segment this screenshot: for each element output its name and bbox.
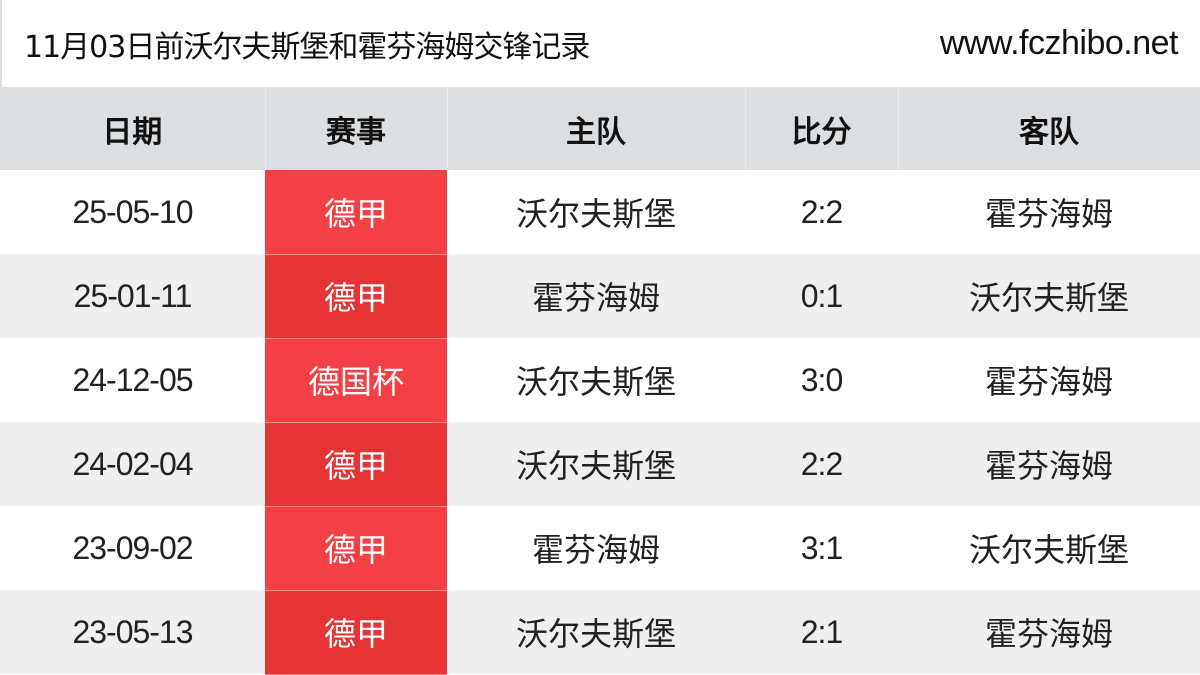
competition-cell: 德甲	[265, 170, 447, 255]
home-team-cell: 沃尔夫斯堡	[447, 422, 745, 506]
table-row: 23-05-13 德甲 沃尔夫斯堡 2:1 霍芬海姆	[0, 590, 1200, 675]
score-cell: 2:2	[745, 422, 898, 506]
page-title: 11月03日前沃尔夫斯堡和霍芬海姆交锋记录	[24, 29, 590, 65]
table-row: 25-05-10 德甲 沃尔夫斯堡 2:2 霍芬海姆	[0, 170, 1200, 255]
home-team-cell: 霍芬海姆	[531, 531, 660, 569]
competition-cell: 德甲	[265, 506, 447, 591]
home-team-cell: 霍芬海姆	[447, 254, 745, 338]
score-cell: 2:2	[800, 193, 843, 230]
date-cell: 24-02-04	[0, 422, 265, 506]
competition-cell: 德甲	[265, 590, 447, 675]
away-team-cell: 沃尔夫斯堡	[898, 254, 1200, 338]
away-team-cell: 霍芬海姆	[984, 363, 1113, 401]
col-competition: 赛事	[265, 87, 448, 170]
site-url: www.fczhibo.net	[939, 24, 1179, 62]
table-row: 24-02-04 德甲 沃尔夫斯堡 2:2 霍芬海姆	[0, 422, 1200, 507]
table-row: 24-12-05 德国杯 沃尔夫斯堡 3:0 霍芬海姆	[0, 338, 1200, 423]
away-team-cell: 霍芬海姆	[984, 195, 1113, 233]
away-team-cell: 霍芬海姆	[898, 422, 1200, 506]
away-team-cell: 霍芬海姆	[898, 590, 1200, 674]
col-away: 客队	[898, 87, 1200, 170]
date-cell: 24-12-05	[72, 361, 193, 398]
competition-cell: 德国杯	[265, 338, 447, 423]
competition-cell: 德甲	[265, 254, 447, 339]
score-cell: 3:1	[800, 529, 843, 566]
home-team-cell: 沃尔夫斯堡	[515, 363, 676, 401]
table-row: 25-01-11 德甲 霍芬海姆 0:1 沃尔夫斯堡	[0, 254, 1200, 339]
score-cell: 0:1	[745, 254, 898, 338]
title-bar: 11月03日前沃尔夫斯堡和霍芬海姆交锋记录 www.fczhibo.net	[0, 0, 1200, 87]
date-cell: 25-05-10	[72, 193, 193, 230]
date-cell: 23-05-13	[0, 590, 265, 674]
match-table: 日期 赛事 主队 比分 客队 25-05-10 德甲 沃尔夫斯堡 2:2 霍芬海姆 25-…	[0, 87, 1200, 675]
date-cell: 25-01-11	[0, 254, 265, 338]
table-row: 23-09-02 德甲 霍芬海姆 3:1 沃尔夫斯堡	[0, 506, 1200, 591]
home-team-cell: 沃尔夫斯堡	[447, 590, 745, 674]
date-cell: 23-09-02	[72, 529, 193, 566]
col-score: 比分	[745, 87, 899, 170]
competition-cell: 德甲	[265, 422, 447, 507]
home-team-cell: 沃尔夫斯堡	[515, 195, 676, 233]
col-home: 主队	[447, 87, 746, 170]
score-cell: 3:0	[800, 361, 843, 398]
score-cell: 2:1	[745, 590, 898, 674]
col-date: 日期	[0, 87, 266, 170]
away-team-cell: 沃尔夫斯堡	[968, 531, 1129, 569]
table-header: 日期 赛事 主队 比分 客队	[0, 87, 1200, 170]
